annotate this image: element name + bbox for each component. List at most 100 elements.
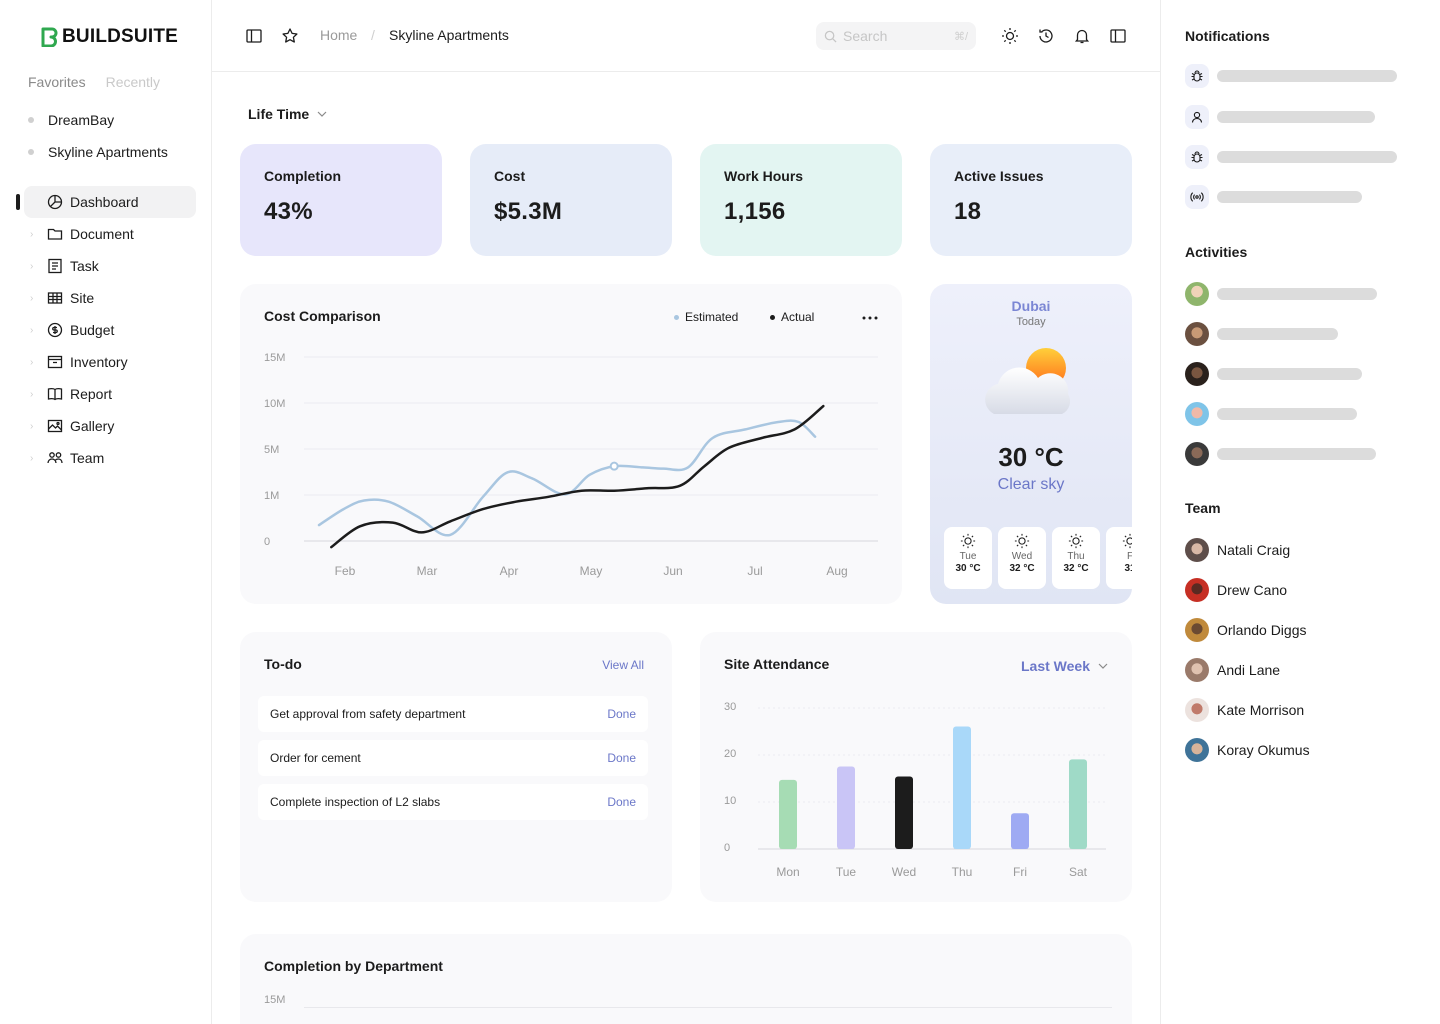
sun-icon[interactable] [1000,26,1020,46]
legend-dot-icon [770,314,775,320]
activity-item[interactable] [1185,402,1357,426]
stat-label: Work Hours [724,168,804,184]
activity-item[interactable] [1185,362,1362,386]
todo-status-button[interactable]: Done [607,707,636,721]
todo-status-button[interactable]: Done [607,751,636,765]
notifications-title: Notifications [1185,28,1270,44]
sidebar-item-label: Site [70,290,95,306]
team-member[interactable]: Koray Okumus [1185,738,1310,762]
star-icon[interactable] [280,26,300,46]
x-tick-label: Tue [836,865,857,879]
forecast-day[interactable]: Thu 32 °C [1052,527,1100,589]
activity-item[interactable] [1185,442,1376,466]
bar-thu [953,726,971,849]
notification-item[interactable] [1185,64,1397,88]
notification-placeholder [1217,70,1397,82]
sun-icon [1014,533,1030,549]
image-icon [46,417,64,435]
stat-card-completion[interactable]: Completion 43% [240,144,442,256]
todo-item[interactable]: Get approval from safety department Done [258,696,648,732]
forecast-day[interactable]: F 31 [1106,527,1132,589]
team-title: Team [1185,500,1221,516]
sidebar-item-report[interactable]: › Report [24,378,196,410]
sidebar-item-task[interactable]: › Task [24,250,196,282]
x-tick-label: Jun [663,564,682,578]
favorites-list: DreamBay Skyline Apartments [28,104,168,168]
sidebar-item-inventory[interactable]: › Inventory [24,346,196,378]
stat-card-cost[interactable]: Cost $5.3M [470,144,672,256]
brand-logo[interactable]: BUILDSUITE [40,26,178,48]
avatar [1185,538,1209,562]
sidebar-item-site[interactable]: › Site [24,282,196,314]
forecast-day-name: Tue [959,551,977,562]
forecast-day[interactable]: Tue 30 °C [944,527,992,589]
stat-label: Completion [264,168,341,184]
team-member[interactable]: Natali Craig [1185,538,1290,562]
sidebar-item-label: Gallery [70,418,115,434]
checklist-icon [46,257,64,275]
team-member[interactable]: Kate Morrison [1185,698,1304,722]
x-tick-label: Thu [952,865,973,879]
todo-status-button[interactable]: Done [607,795,636,809]
main-nav: Dashboard › Document › Task › Site › [24,186,196,474]
breadcrumb-home[interactable]: Home [320,27,358,43]
weather-city: Dubai [1011,298,1051,314]
team-member[interactable]: Orlando Diggs [1185,618,1307,642]
notification-item[interactable] [1185,105,1375,129]
team-member-name: Natali Craig [1217,542,1291,558]
history-icon[interactable] [1036,26,1056,46]
stat-card-active-issues[interactable]: Active Issues 18 [930,144,1132,256]
activity-placeholder [1217,408,1357,420]
favorite-item-dreambay[interactable]: DreamBay [28,104,168,136]
notification-item[interactable] [1185,185,1362,209]
brand-logo-icon [41,27,58,47]
tab-favorites[interactable]: Favorites [28,74,86,90]
sidebar-item-document[interactable]: › Document [24,218,196,250]
weather-day: Today [1016,316,1046,328]
more-options-icon[interactable] [862,316,878,320]
sun-icon [960,533,976,549]
team-member-name: Kate Morrison [1217,702,1305,718]
sidebar-item-budget[interactable]: › Budget [24,314,196,346]
chevron-right-icon: › [30,452,34,464]
activity-placeholder [1217,328,1338,340]
avatar [1185,658,1209,682]
breadcrumb-separator: / [371,27,375,43]
todo-item[interactable]: Order for cement Done [258,740,648,776]
x-tick-label: Mon [776,865,799,879]
sidebar-item-team[interactable]: › Team [24,442,196,474]
stat-value: 18 [954,198,982,225]
team-member-name: Koray Okumus [1217,742,1310,758]
legend-estimated[interactable]: Estimated [674,310,738,324]
sidebar-item-gallery[interactable]: › Gallery [24,410,196,442]
favorites-tabs: Favorites Recently [28,74,160,90]
stat-card-work-hours[interactable]: Work Hours 1,156 [700,144,902,256]
sidebar-item-dashboard[interactable]: Dashboard [24,186,196,218]
todo-item[interactable]: Complete inspection of L2 slabs Done [258,784,648,820]
activity-item[interactable] [1185,322,1338,346]
team-member[interactable]: Andi Lane [1185,658,1280,682]
view-all-link[interactable]: View All [602,658,644,672]
team-member[interactable]: Drew Cano [1185,578,1287,602]
sidebar-toggle-icon[interactable] [244,26,264,46]
weather-widget: Dubai Today 30 °C Clear sky Tue 30 °C We… [930,284,1132,604]
forecast-day[interactable]: Wed 32 °C [998,527,1046,589]
x-tick-label: Mar [417,564,438,578]
bar-tue [837,766,855,849]
attendance-range-dropdown[interactable]: Last Week [1021,658,1108,674]
panel-toggle-icon[interactable] [1108,26,1128,46]
notification-item[interactable] [1185,145,1397,169]
bug-icon [1185,64,1209,88]
todo-text: Get approval from safety department [270,707,466,721]
activity-item[interactable] [1185,282,1377,306]
tab-recently[interactable]: Recently [105,74,161,90]
notification-placeholder [1217,111,1375,123]
series-line-actual [330,404,825,549]
time-range-dropdown[interactable]: Life Time [248,106,327,122]
search-input[interactable]: Search ⌘/ [816,22,976,50]
broadcast-icon [1185,185,1209,209]
bell-icon[interactable] [1072,26,1092,46]
legend-actual[interactable]: Actual [770,310,814,324]
favorite-item-skyline-apartments[interactable]: Skyline Apartments [28,136,168,168]
pie-chart-icon [46,193,64,211]
